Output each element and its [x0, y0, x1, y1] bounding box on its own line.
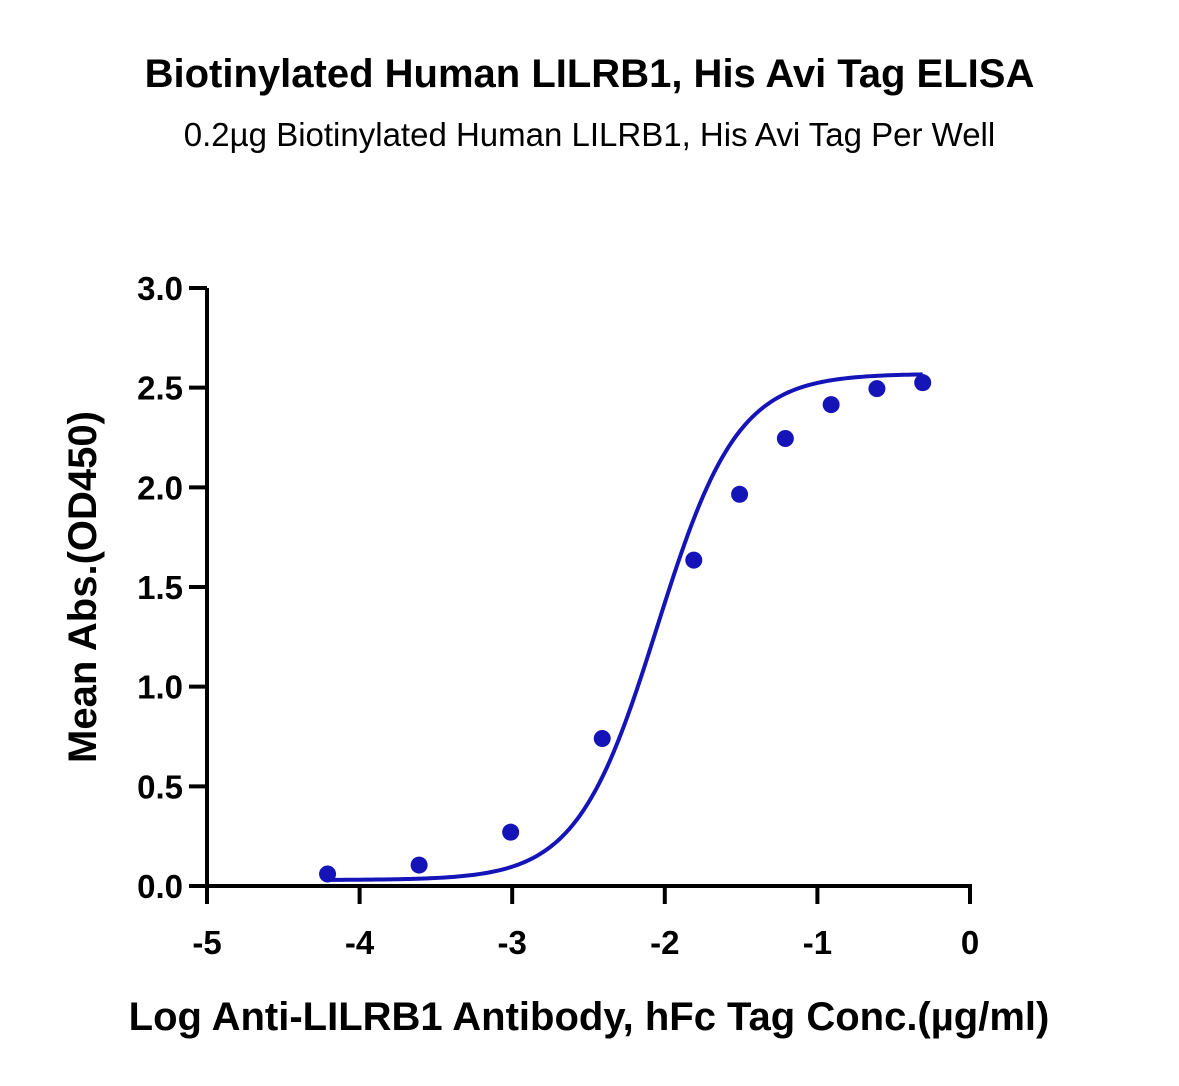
fit-curve [327, 372, 923, 882]
data-point [410, 856, 428, 874]
chart-subtitle: 0.2µg Biotinylated Human LILRB1, His Avi… [183, 116, 996, 153]
x-tick-label: -3 [498, 924, 527, 961]
y-tick-label: 0.5 [137, 768, 183, 805]
y-tick-label: 3.0 [137, 270, 183, 307]
y-tick-label: 1.5 [137, 569, 183, 606]
y-tick-label: 2.5 [137, 370, 183, 407]
data-point [319, 865, 337, 883]
x-tick-label: -5 [192, 924, 221, 961]
data-point [502, 823, 520, 841]
x-tick-label: -4 [345, 924, 375, 961]
x-tick-label: -1 [803, 924, 832, 961]
fit-curve-layer [327, 372, 923, 882]
data-point [731, 485, 749, 503]
data-point [593, 729, 611, 747]
x-tick-label: -2 [650, 924, 679, 961]
x-axis-title: Log Anti-LILRB1 Antibody, hFc Tag Conc.(… [129, 995, 1050, 1039]
y-tick-label: 2.0 [137, 469, 183, 506]
data-points [319, 374, 932, 883]
y-tick-label: 1.0 [137, 669, 183, 706]
data-point [822, 396, 840, 414]
x-tick-label: 0 [961, 924, 979, 961]
y-tick-label: 0.0 [137, 868, 183, 905]
data-point [914, 374, 932, 392]
data-point [868, 380, 886, 398]
y-axis-title: Mean Abs.(OD450) [61, 411, 105, 763]
chart-title: Biotinylated Human LILRB1, His Avi Tag E… [144, 52, 1035, 96]
data-point [776, 429, 794, 447]
ticks: 0.0 0.5 1.0 1.5 2.0 2.5 3.0 -5 -4 -3 -2 -1 0 [137, 270, 979, 961]
data-point [685, 551, 703, 569]
